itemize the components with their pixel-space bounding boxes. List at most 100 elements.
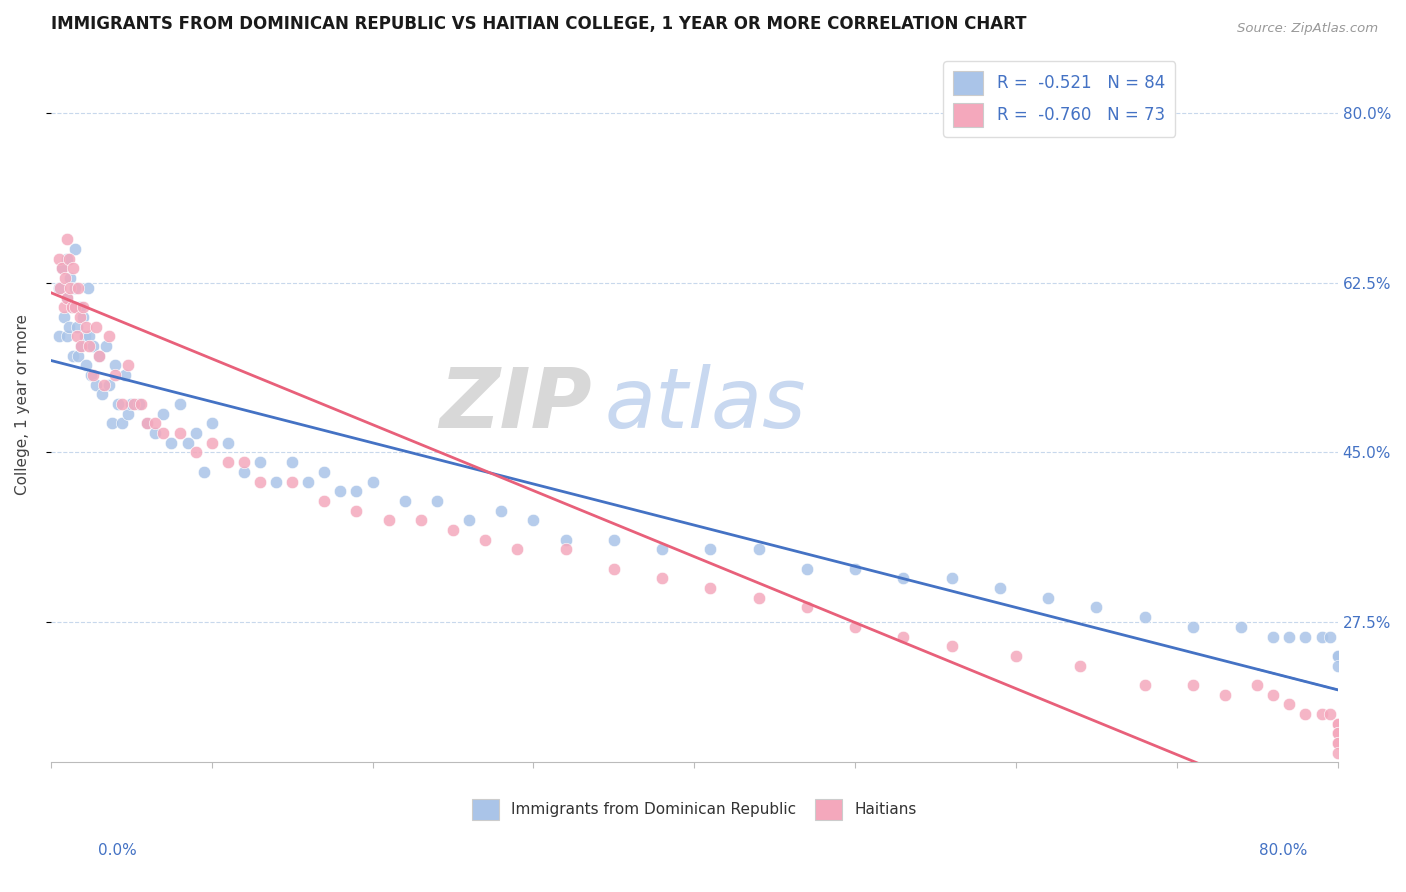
Text: ZIP: ZIP: [439, 364, 592, 444]
Point: [748, 591, 770, 605]
Point: [1263, 688, 1285, 702]
Point: [458, 513, 481, 527]
Point: [67, 281, 90, 295]
Point: [193, 465, 215, 479]
Point: [249, 475, 271, 489]
Point: [1326, 648, 1348, 663]
Point: [1278, 698, 1301, 712]
Point: [51, 261, 73, 276]
Point: [52, 300, 75, 314]
Point: [201, 417, 224, 431]
Point: [1213, 688, 1236, 702]
Point: [76, 281, 98, 295]
Point: [1326, 716, 1348, 731]
Point: [1278, 630, 1301, 644]
Point: [249, 455, 271, 469]
Point: [1133, 610, 1156, 624]
Point: [346, 503, 368, 517]
Point: [49, 281, 72, 295]
Text: atlas: atlas: [605, 364, 806, 444]
Point: [1181, 620, 1204, 634]
Point: [94, 339, 117, 353]
Point: [489, 503, 512, 517]
Point: [169, 397, 191, 411]
Point: [72, 310, 94, 324]
Point: [796, 562, 818, 576]
Point: [79, 339, 101, 353]
Legend: Immigrants from Dominican Republic, Haitians: Immigrants from Dominican Republic, Hait…: [465, 793, 922, 827]
Point: [145, 426, 167, 441]
Point: [1294, 706, 1316, 721]
Point: [65, 329, 87, 343]
Point: [184, 445, 207, 459]
Point: [941, 639, 963, 653]
Point: [1326, 746, 1348, 760]
Point: [281, 475, 304, 489]
Point: [73, 329, 96, 343]
Point: [51, 261, 73, 276]
Point: [82, 339, 104, 353]
Point: [474, 533, 496, 547]
Point: [48, 281, 70, 295]
Point: [699, 581, 721, 595]
Point: [69, 300, 91, 314]
Point: [110, 417, 132, 431]
Text: 0.0%: 0.0%: [98, 843, 138, 858]
Point: [87, 349, 110, 363]
Point: [1310, 706, 1333, 721]
Point: [56, 329, 79, 343]
Point: [80, 368, 103, 382]
Point: [232, 455, 254, 469]
Point: [1133, 678, 1156, 692]
Point: [1294, 630, 1316, 644]
Point: [58, 252, 80, 266]
Point: [160, 435, 183, 450]
Point: [361, 475, 384, 489]
Point: [114, 368, 136, 382]
Point: [129, 397, 152, 411]
Point: [1326, 648, 1348, 663]
Point: [67, 349, 90, 363]
Point: [75, 319, 97, 334]
Point: [201, 435, 224, 450]
Point: [844, 620, 866, 634]
Point: [128, 397, 150, 411]
Point: [329, 484, 352, 499]
Point: [1326, 658, 1348, 673]
Point: [176, 435, 198, 450]
Point: [59, 281, 82, 295]
Point: [603, 533, 626, 547]
Point: [217, 435, 239, 450]
Text: 80.0%: 80.0%: [1260, 843, 1308, 858]
Point: [60, 300, 83, 314]
Point: [346, 484, 368, 499]
Point: [941, 571, 963, 585]
Point: [699, 542, 721, 557]
Point: [84, 319, 107, 334]
Point: [136, 417, 159, 431]
Point: [110, 397, 132, 411]
Point: [107, 397, 129, 411]
Point: [104, 368, 127, 382]
Point: [232, 465, 254, 479]
Point: [63, 300, 86, 314]
Text: IMMIGRANTS FROM DOMINICAN REPUBLIC VS HAITIAN COLLEGE, 1 YEAR OR MORE CORRELATIO: IMMIGRANTS FROM DOMINICAN REPUBLIC VS HA…: [51, 15, 1026, 33]
Point: [93, 377, 115, 392]
Point: [52, 310, 75, 324]
Point: [152, 407, 174, 421]
Point: [53, 271, 76, 285]
Point: [184, 426, 207, 441]
Point: [91, 387, 114, 401]
Point: [59, 271, 82, 285]
Point: [1246, 678, 1268, 692]
Y-axis label: College, 1 year or more: College, 1 year or more: [15, 314, 30, 494]
Point: [60, 300, 83, 314]
Point: [796, 600, 818, 615]
Point: [1263, 630, 1285, 644]
Point: [506, 542, 529, 557]
Point: [136, 417, 159, 431]
Point: [603, 562, 626, 576]
Point: [554, 542, 576, 557]
Point: [651, 571, 673, 585]
Point: [297, 475, 319, 489]
